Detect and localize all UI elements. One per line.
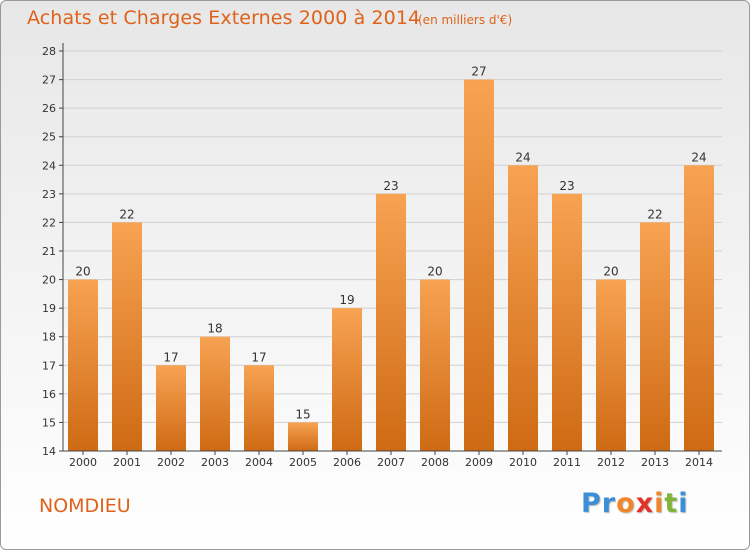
data-label: 20 [603,265,618,279]
data-label: 24 [691,150,706,164]
data-label: 27 [471,65,486,79]
data-label: 17 [163,350,178,364]
bar [200,336,230,451]
bar [244,365,274,451]
bar [420,279,450,451]
data-label: 22 [647,207,662,221]
bar [596,279,626,451]
x-tick-label: 2011 [553,456,581,469]
bars [68,79,714,452]
bar [288,422,318,451]
chart-subtitle: (en milliers d'€) [418,13,513,27]
bar [508,165,538,452]
y-tick-label: 27 [42,74,56,87]
bar [332,308,362,451]
bar [684,165,714,452]
y-tick-label: 17 [42,359,56,372]
y-tick-label: 22 [42,216,56,229]
bar [552,193,582,451]
logo-letter: o [616,488,636,519]
axes [59,43,722,455]
logo-letter: P [581,488,602,519]
logo-letter: x [635,488,655,519]
logo-letter: t [664,488,679,519]
x-tick-label: 2009 [465,456,493,469]
x-tick-label: 2000 [69,456,97,469]
y-tick-label: 28 [42,45,56,58]
x-tick-label: 2012 [597,456,625,469]
logo-letter: r [601,488,617,519]
data-label: 17 [251,350,266,364]
x-tick-label: 2003 [201,456,229,469]
y-tick-label: 19 [42,302,56,315]
data-label: 20 [427,265,442,279]
bar [376,193,406,451]
commune-name: NOMDIEU [39,495,131,517]
logo-letter: i [678,488,689,519]
data-label: 20 [75,265,90,279]
x-tick-label: 2014 [685,456,713,469]
x-tick-label: 2004 [245,456,273,469]
y-tick-label: 16 [42,388,56,401]
y-tick-label: 18 [42,331,56,344]
y-tick-label: 26 [42,102,56,115]
data-label: 23 [559,179,574,193]
bar [112,222,142,451]
x-tick-label: 2013 [641,456,669,469]
y-tick-label: 20 [42,274,56,287]
bar [156,365,186,451]
data-label: 15 [295,407,310,421]
x-tick-label: 2008 [421,456,449,469]
bar [640,222,670,451]
y-tick-label: 24 [42,159,56,172]
data-label: 23 [383,179,398,193]
bar [464,79,494,452]
x-tick-label: 2007 [377,456,405,469]
bar [68,279,98,451]
chart-title: Achats et Charges Externes 2000 à 2014 [27,7,421,29]
x-tick-label: 2002 [157,456,185,469]
x-tick-label: 2001 [113,456,141,469]
labels: 14 15 16 17 18 19 20 21 22 23 24 25 26 27 28 20 2000 22 20… [42,45,713,469]
x-tick-label: 2006 [333,456,361,469]
y-tick-label: 25 [42,131,56,144]
logo-letter: i [654,488,665,519]
data-label: 24 [515,150,530,164]
x-tick-label: 2010 [509,456,537,469]
y-tick-label: 23 [42,188,56,201]
y-tick-label: 21 [42,245,56,258]
data-label: 18 [207,322,222,336]
data-label: 22 [119,207,134,221]
y-tick-label: 14 [42,445,56,458]
proxiti-logo: Proxiti [581,488,689,519]
y-tick-label: 15 [42,416,56,429]
x-tick-label: 2005 [289,456,317,469]
data-label: 19 [339,293,354,307]
